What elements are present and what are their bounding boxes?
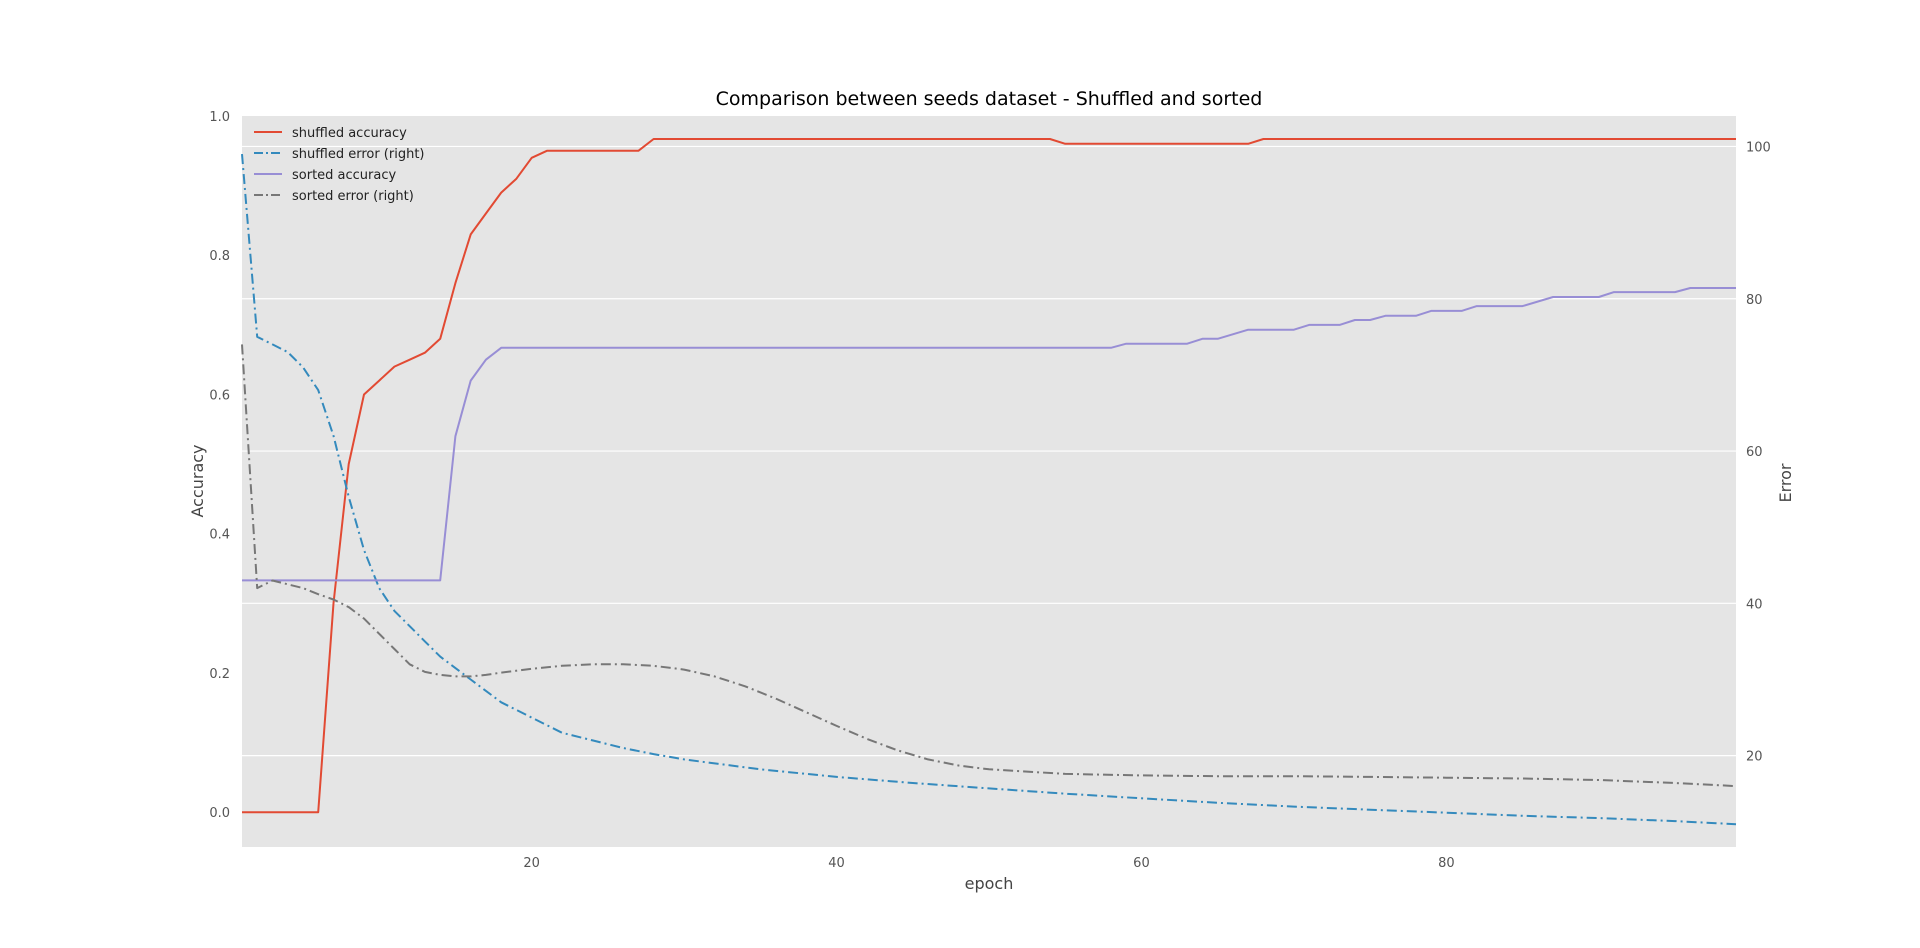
series-layer (241, 138, 1737, 826)
series-line-shuffled-accuracy (242, 138, 1736, 814)
x-axis-label: epoch (965, 874, 1014, 893)
x-tick-label: 40 (828, 856, 845, 871)
y-left-tick-label: 0.8 (209, 249, 230, 264)
y-right-axis-label: Error (1776, 463, 1795, 502)
y-right-axis-ticks: 20 40 60 80 100 (1746, 140, 1771, 764)
y-left-axis-ticks: 0.0 0.2 0.4 0.6 0.8 1.0 (209, 110, 230, 821)
legend-label: sorted accuracy (292, 168, 397, 183)
y-right-tick-label: 20 (1746, 750, 1763, 765)
y-right-tick-label: 80 (1746, 293, 1763, 308)
x-tick-label: 60 (1133, 856, 1150, 871)
y-right-tick-label: 40 (1746, 597, 1763, 612)
series-line-shuffled-error-right (241, 154, 1737, 826)
x-tick-label: 20 (523, 856, 540, 871)
chart-title: Comparison between seeds dataset - Shuff… (716, 88, 1263, 110)
legend-item: sorted error (right) (254, 189, 414, 204)
legend-item: shuffled error (right) (254, 147, 425, 162)
grid-lines (242, 145, 1736, 757)
y-left-tick-label: 0.0 (209, 806, 230, 821)
legend: shuffled accuracy shuffled error (right)… (254, 126, 425, 204)
y-left-tick-label: 0.6 (209, 388, 230, 403)
y-left-tick-label: 0.2 (209, 667, 230, 682)
x-tick-label: 80 (1438, 856, 1455, 871)
legend-label: sorted error (right) (292, 189, 414, 204)
legend-label: shuffled accuracy (292, 126, 407, 141)
y-left-axis-label: Accuracy (188, 444, 207, 517)
y-left-tick-label: 1.0 (209, 110, 230, 125)
legend-item: sorted accuracy (254, 168, 397, 183)
series-line-sorted-accuracy (242, 287, 1736, 582)
y-right-tick-label: 100 (1746, 140, 1771, 155)
plot-background (242, 116, 1736, 847)
x-axis-ticks: 20 40 60 80 (523, 856, 1454, 871)
y-right-tick-label: 60 (1746, 445, 1763, 460)
legend-item: shuffled accuracy (254, 126, 407, 141)
legend-label: shuffled error (right) (292, 147, 425, 162)
y-left-tick-label: 0.4 (209, 528, 230, 543)
series-line-sorted-error-right (241, 344, 1737, 788)
